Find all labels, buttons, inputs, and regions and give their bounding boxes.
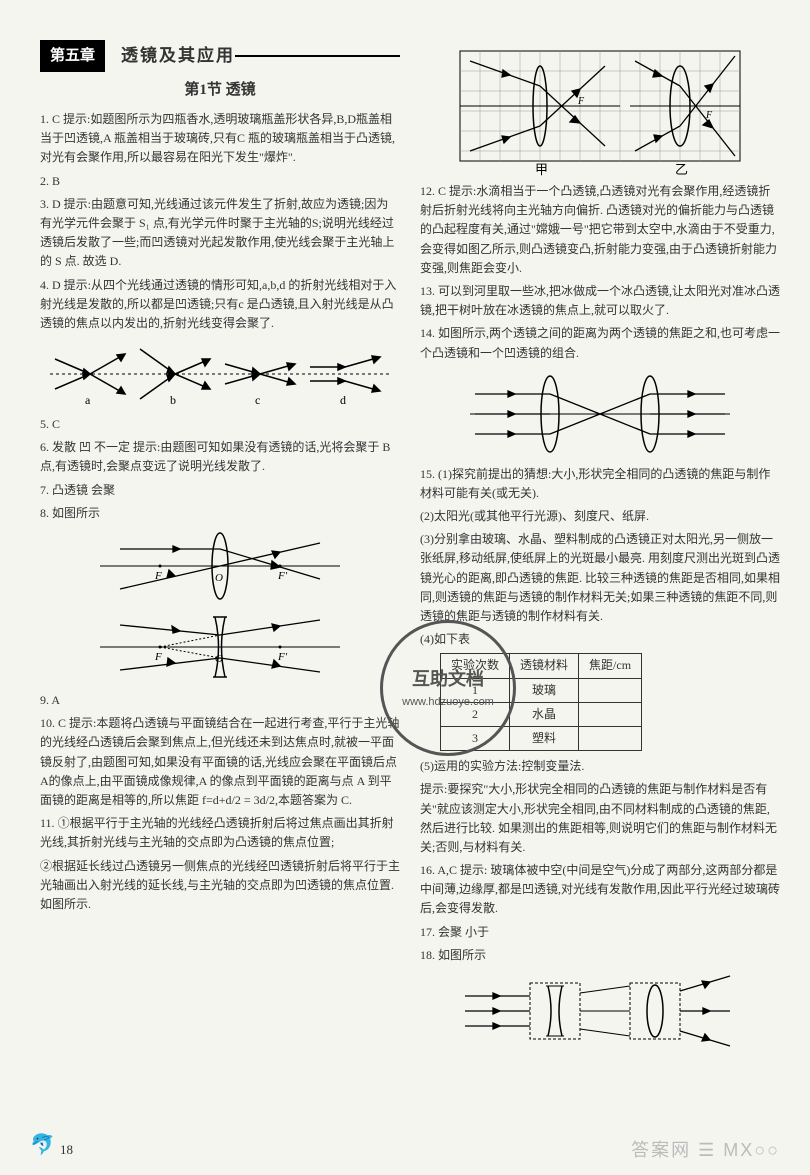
answer-item: 7. 凸透镜 会聚 (40, 481, 400, 500)
svg-text:F: F (577, 96, 585, 107)
answer-item: 1. C 提示:如题图所示为四瓶香水,透明玻璃瓶盖形状各异,B,D瓶盖相当于凹透… (40, 110, 400, 168)
chapter-header: 第五章 透镜及其应用 (40, 40, 400, 72)
answer-item: 6. 发散 凹 不一定 提示:由题图可知如果没有透镜的话,光将会聚于 B 点,有… (40, 438, 400, 476)
table-header-row: 实验次数 透镜材料 焦距/cm (441, 654, 642, 678)
concave-lens-diagram: F O F' (100, 610, 340, 685)
bottom-watermark: 答案网 ☰ MX○○ (631, 1136, 780, 1165)
answer-item: (3)分别拿由玻璃、水晶、塑料制成的凸透镜正对太阳光,另一侧放一张纸屏,移动纸屏… (420, 530, 780, 626)
svg-text:乙: 乙 (675, 162, 688, 176)
answer-item: 13. 可以到河里取一些冰,把冰做成一个冰凸透镜,让太阳光对准冰凸透镜,把干树叶… (420, 282, 780, 320)
svg-text:O: O (215, 572, 223, 584)
answer-item: 11. ①根据平行于主光轴的光线经凸透镜折射后将过焦点画出其折射光线,其折射光线… (40, 814, 400, 852)
table-row: 2 水晶 (441, 702, 642, 726)
answer-item: 5. C (40, 415, 400, 434)
answer-item: 16. A,C 提示: 玻璃体被中空(中间是空气)分成了两部分,这两部分都是中间… (420, 861, 780, 919)
svg-text:F: F (154, 651, 162, 663)
answer-item: ②根据延长线过凸透镜另一侧焦点的光线经凹透镜折射后将平行于主光轴画出入射光线的延… (40, 857, 400, 915)
answer-item: 提示:要探究"大小,形状完全相同的凸透镜的焦距与制作材料是否有关"就应该测定大小… (420, 780, 780, 857)
answer-item: 10. C 提示:本题将凸透镜与平面镜结合在一起进行考查,平行于主光轴的光线经凸… (40, 714, 400, 810)
grid-lens-diagram: F F 甲 乙 (450, 46, 750, 176)
answer-item: 9. A (40, 691, 400, 710)
chapter-title: 透镜及其应用 (121, 42, 235, 69)
svg-text:F': F' (277, 651, 288, 663)
answer-item: 2. B (40, 172, 400, 191)
svg-text:a: a (85, 393, 91, 407)
answer-item: 15. (1)探究前提出的猜想:大小,形状完全相同的凸透镜的焦距与制作材料可能有… (420, 465, 780, 503)
experiment-table: 实验次数 透镜材料 焦距/cm 1 玻璃 2 水晶 3 塑料 (440, 653, 642, 751)
answer-item: 8. 如图所示 (40, 504, 400, 523)
two-lens-diagram (470, 369, 730, 459)
lens-rays-abcd-diagram: a b c d (50, 339, 390, 409)
chapter-tab: 第五章 (40, 40, 105, 72)
svg-text:c: c (255, 393, 260, 407)
answer-item: 18. 如图所示 (420, 946, 780, 965)
worksheet-page: 第五章 透镜及其应用 第1节 透镜 1. C 提示:如题图所示为四瓶香水,透明玻… (0, 0, 810, 1175)
page-number: 18 (60, 1140, 73, 1161)
answer-item: 12. C 提示:水滴相当于一个凸透镜,凸透镜对光有会聚作用,经透镜折射后折射光… (420, 182, 780, 278)
table-row: 1 玻璃 (441, 678, 642, 702)
svg-text:甲: 甲 (535, 162, 548, 176)
answer-item: 14. 如图所示,两个透镜之间的距离为两个透镜的焦距之和,也可考虑一个凸透镜和一… (420, 324, 780, 362)
dolphin-icon: 🐬 (30, 1129, 55, 1161)
glass-block-diagram (460, 971, 740, 1051)
header-rule (235, 55, 400, 57)
answer-item: 17. 会聚 小于 (420, 923, 780, 942)
svg-text:d: d (340, 393, 346, 407)
answer-item: (5)运用的实验方法:控制变量法. (420, 757, 780, 776)
answer-item: 4. D 提示:从四个光线通过透镜的情形可知,a,b,d 的折射光线相对于入射光… (40, 276, 400, 334)
svg-text:b: b (170, 393, 176, 407)
table-row: 3 塑料 (441, 726, 642, 750)
convex-lens-diagram: F O F' (100, 529, 340, 604)
section-title: 第1节 透镜 (40, 78, 400, 102)
answer-item: 3. D 提示:由题意可知,光线通过该元件发生了折射,故应为透镜;因为有光学元件… (40, 195, 400, 272)
answer-item: (2)太阳光(或其他平行光源)、刻度尺、纸屏. (420, 507, 780, 526)
right-column: F F 甲 乙 12. C 提示:水滴相当于一个凸透镜,凸透镜对光有会聚作用,经… (420, 40, 780, 1145)
answer-item: (4)如下表 (420, 630, 780, 649)
svg-text:F': F' (277, 570, 288, 582)
left-column: 第五章 透镜及其应用 第1节 透镜 1. C 提示:如题图所示为四瓶香水,透明玻… (40, 40, 400, 1145)
